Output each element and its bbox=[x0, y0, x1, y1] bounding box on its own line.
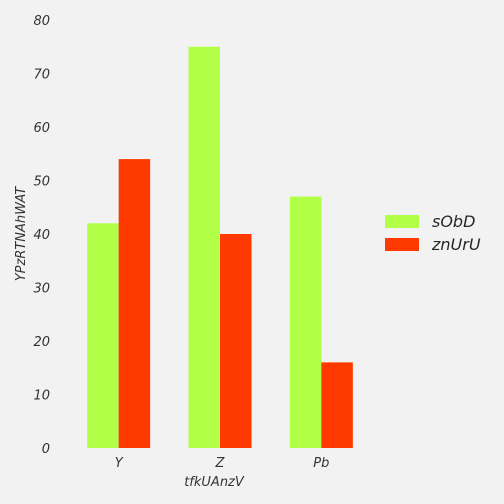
y-tick-label: 80 bbox=[33, 14, 50, 29]
bar-sObD-Pb bbox=[289, 196, 322, 448]
bar-znUrU-Pb bbox=[321, 362, 353, 448]
y-tick-label: 70 bbox=[33, 68, 50, 83]
x-tick-label: Pb bbox=[313, 456, 329, 471]
bars bbox=[87, 46, 353, 448]
y-tick-label: 50 bbox=[33, 175, 50, 190]
y-tick-label: 20 bbox=[33, 335, 50, 350]
x-axis-label: tfkUAnzV bbox=[184, 475, 245, 490]
bar-sObD-Y bbox=[87, 223, 119, 448]
y-tick-label: 60 bbox=[33, 121, 50, 136]
bar-znUrU-Y bbox=[118, 159, 151, 448]
y-tick-label: 10 bbox=[33, 389, 50, 404]
legend-swatch-znUrU bbox=[385, 238, 419, 251]
legend-swatch-sObD bbox=[385, 215, 419, 228]
x-tick-label: Y bbox=[115, 456, 124, 471]
y-tick-label: 30 bbox=[33, 282, 50, 297]
y-axis-label: YPzRTNAhWAT bbox=[14, 186, 29, 282]
legend-label-sObD: sObD bbox=[432, 212, 475, 231]
legend-label-znUrU: znUrU bbox=[431, 235, 481, 254]
y-axis-ticks: 0 10 20 30 40 50 60 70 80 bbox=[33, 14, 50, 457]
x-axis-ticks: Y Z Pb bbox=[115, 456, 330, 471]
bar-sObD-Z bbox=[188, 46, 220, 448]
y-tick-label: 0 bbox=[42, 442, 50, 457]
bar-znUrU-Z bbox=[220, 234, 252, 448]
legend: sObD znUrU bbox=[385, 212, 481, 254]
x-tick-label: Z bbox=[215, 456, 226, 471]
y-tick-label: 40 bbox=[33, 228, 50, 243]
